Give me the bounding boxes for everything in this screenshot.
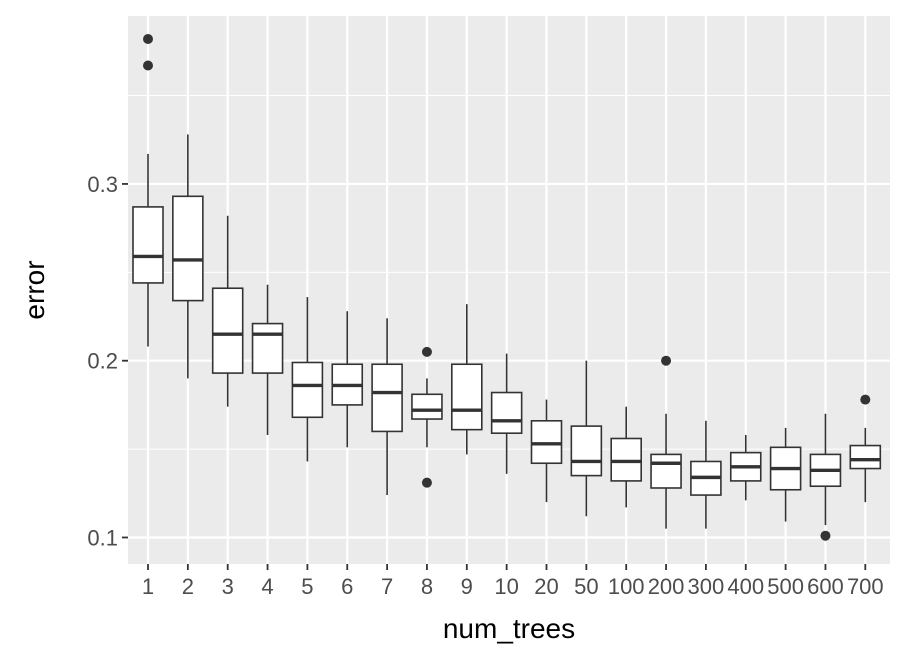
box-20 (530, 399, 563, 503)
outlier-point (661, 355, 672, 366)
x-tick-label: 5 (301, 574, 313, 599)
x-tick-label: 400 (727, 574, 764, 599)
box-100 (610, 406, 643, 508)
box-7 (371, 318, 403, 496)
box-50 (570, 360, 603, 517)
box-500 (769, 427, 802, 522)
box-iqr (530, 420, 563, 465)
x-tick-label: 6 (341, 574, 353, 599)
box-5 (291, 297, 324, 462)
x-tick-label: 50 (574, 574, 598, 599)
x-tick-label: 8 (421, 574, 433, 599)
box-iqr (610, 437, 643, 482)
box-iqr (132, 206, 164, 284)
x-tick-label: 300 (688, 574, 725, 599)
x-axis-ticks: 1 2 3 4 5 6 7 8 9 10 20 50 100 200 300 400 500 600 700 (142, 564, 884, 599)
x-tick-label: 100 (608, 574, 645, 599)
x-tick-label: 3 (222, 574, 234, 599)
box-iqr (490, 391, 523, 434)
box-iqr (172, 195, 204, 302)
x-axis-title: num_trees (443, 613, 575, 644)
x-tick-label: 500 (767, 574, 804, 599)
box-600 (809, 413, 842, 541)
box-iqr (849, 444, 882, 470)
x-tick-label: 700 (847, 574, 884, 599)
x-tick-label: 10 (494, 574, 518, 599)
box-iqr (291, 361, 324, 419)
box-iqr (371, 363, 403, 433)
y-axis-title: error (19, 260, 50, 319)
outlier-point (820, 530, 831, 541)
box-400 (729, 434, 762, 501)
x-tick-label: 600 (807, 574, 844, 599)
box-iqr (450, 363, 483, 431)
minor-gridlines (128, 95, 890, 450)
box-iqr (650, 453, 682, 489)
x-tick-label: 1 (142, 574, 154, 599)
y-tick-label: 0.1 (87, 525, 118, 550)
x-tick-label: 2 (182, 574, 194, 599)
box-300 (690, 420, 722, 529)
box-series (132, 33, 882, 541)
box-8 (411, 346, 443, 488)
outlier-point (421, 346, 432, 357)
x-tick-label: 200 (648, 574, 685, 599)
box-iqr (251, 322, 284, 374)
box-2 (172, 134, 204, 379)
outlier-point (143, 60, 153, 71)
plot-panel (128, 16, 890, 564)
box-iqr (411, 393, 443, 420)
y-tick-label: 0.3 (87, 172, 118, 197)
box-6 (331, 311, 364, 448)
y-axis-ticks: 0.1 0.2 0.3 (87, 172, 128, 550)
box-9 (450, 304, 483, 455)
box-200 (650, 355, 682, 529)
box-10 (490, 353, 523, 474)
x-tick-label: 9 (461, 574, 473, 599)
outlier-point (860, 394, 871, 405)
box-700 (849, 394, 882, 503)
box-iqr (570, 425, 603, 477)
x-tick-label: 4 (261, 574, 273, 599)
x-tick-label: 7 (381, 574, 393, 599)
x-tick-label: 20 (534, 574, 558, 599)
outlier-point (143, 33, 153, 44)
box-1 (132, 33, 164, 347)
box-3 (211, 215, 244, 407)
outlier-point (421, 477, 432, 488)
y-tick-label: 0.2 (87, 349, 118, 374)
box-4 (251, 284, 284, 435)
box-iqr (211, 287, 244, 374)
